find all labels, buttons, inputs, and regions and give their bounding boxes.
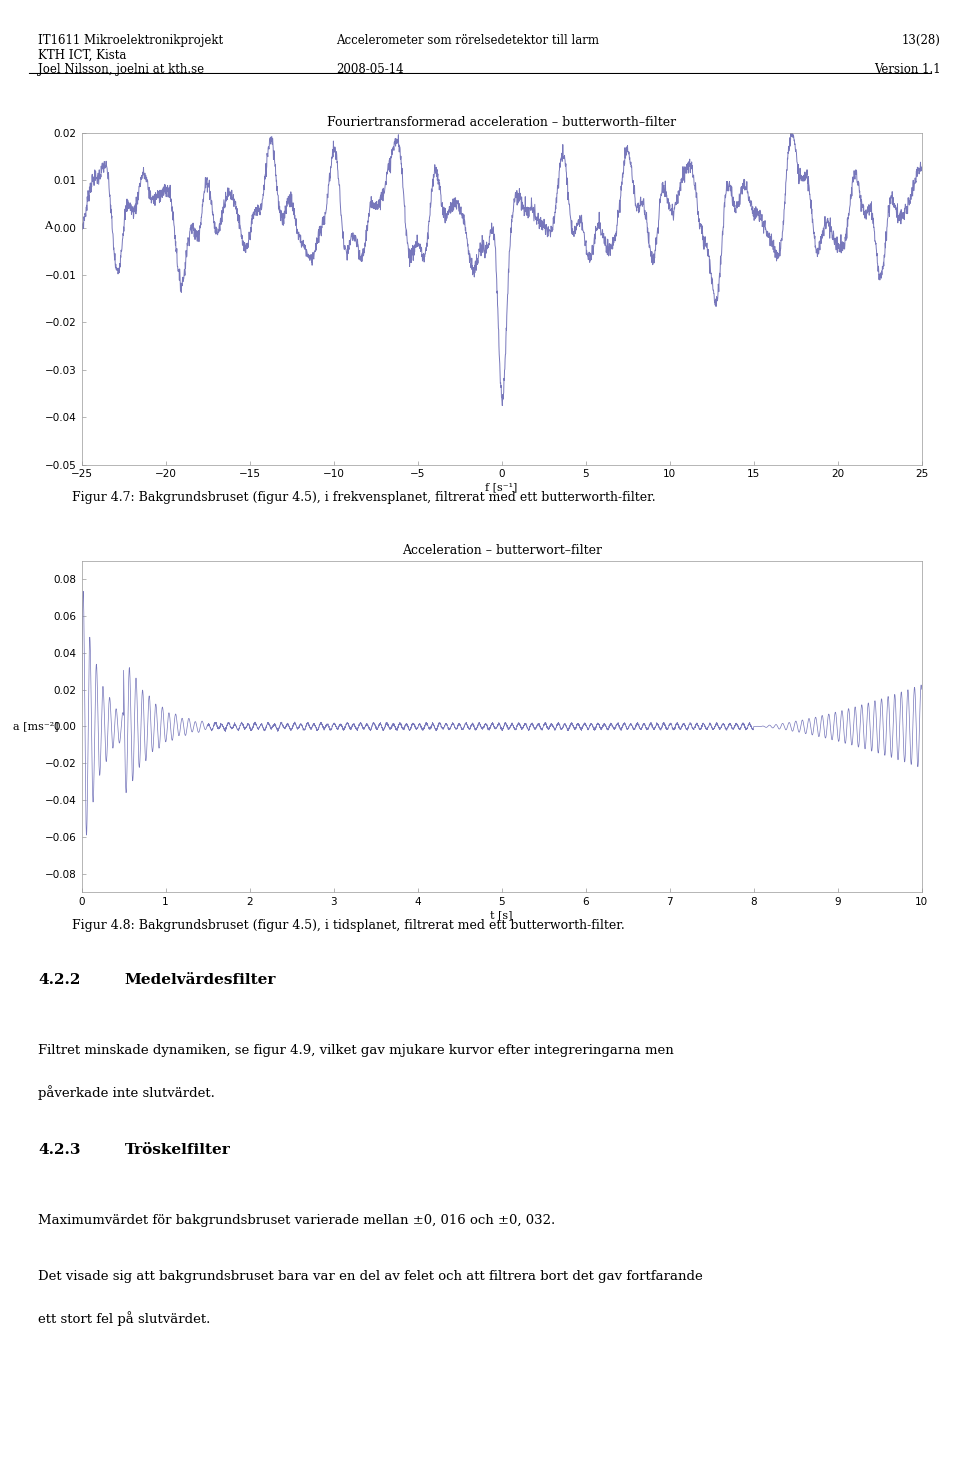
Y-axis label: a [ms⁻²]: a [ms⁻²] [12,721,59,732]
Y-axis label: A: A [44,221,52,230]
Text: Maximumvärdet för bakgrundsbruset varierade mellan ±0, 016 och ±0, 032.: Maximumvärdet för bakgrundsbruset varier… [38,1214,556,1227]
X-axis label: t [s]: t [s] [491,910,513,920]
Text: Joel Nilsson, joelni at kth.se: Joel Nilsson, joelni at kth.se [38,63,204,77]
X-axis label: f [s⁻¹]: f [s⁻¹] [486,482,517,493]
Text: Det visade sig att bakgrundsbruset bara var en del av felet och att filtrera bor: Det visade sig att bakgrundsbruset bara … [38,1270,703,1283]
Text: Figur 4.7: Bakgrundsbruset (figur 4.5), i frekvensplanet, filtrerat med ett butt: Figur 4.7: Bakgrundsbruset (figur 4.5), … [72,491,656,504]
Text: 2008-05-14: 2008-05-14 [336,63,403,77]
Text: Medelvärdesfilter: Medelvärdesfilter [125,974,276,987]
Text: Figur 4.8: Bakgrundsbruset (figur 4.5), i tidsplanet, filtrerat med ett butterwo: Figur 4.8: Bakgrundsbruset (figur 4.5), … [72,919,625,932]
Text: Filtret minskade dynamiken, se figur 4.9, vilket gav mjukare kurvor efter integr: Filtret minskade dynamiken, se figur 4.9… [38,1044,674,1058]
Text: 4.2.2: 4.2.2 [38,974,81,987]
Title: Acceleration – butterwort–filter: Acceleration – butterwort–filter [401,544,602,556]
Text: Tröskelfilter: Tröskelfilter [125,1143,230,1156]
Text: 4.2.3: 4.2.3 [38,1143,81,1156]
Text: Accelerometer som rörelsedetektor till larm: Accelerometer som rörelsedetektor till l… [336,34,599,47]
Text: Version 1.1: Version 1.1 [875,63,941,77]
Title: Fouriertransformerad acceleration – butterworth–filter: Fouriertransformerad acceleration – butt… [327,117,676,128]
Text: KTH ICT, Kista: KTH ICT, Kista [38,49,127,62]
Text: påverkade inte slutvärdet.: påverkade inte slutvärdet. [38,1086,215,1100]
Text: 13(28): 13(28) [902,34,941,47]
Text: IT1611 Mikroelektronikprojekt: IT1611 Mikroelektronikprojekt [38,34,224,47]
Text: ett stort fel på slutvärdet.: ett stort fel på slutvärdet. [38,1311,211,1326]
